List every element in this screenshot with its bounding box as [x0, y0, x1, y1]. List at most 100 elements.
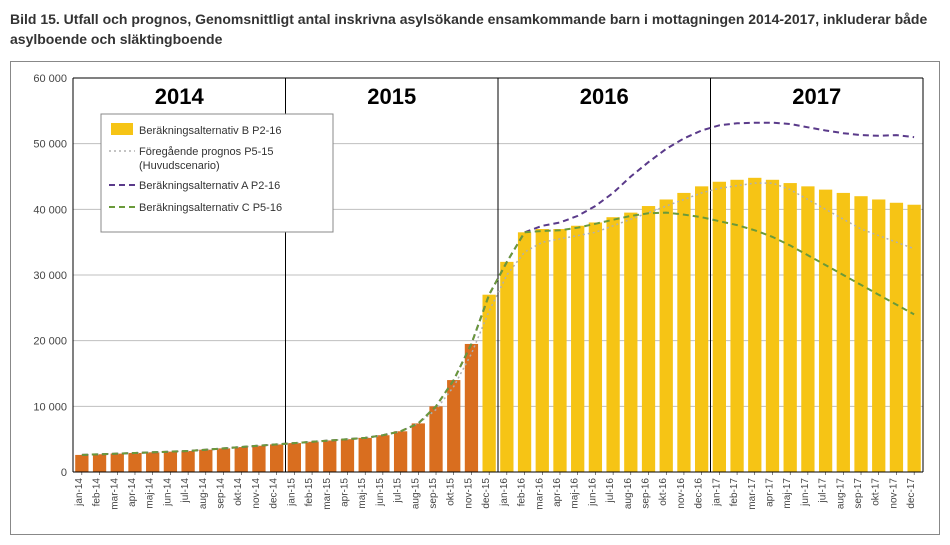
- bar: [784, 183, 797, 472]
- bar: [93, 454, 106, 472]
- legend-label: Beräkningsalternativ C P5-16: [139, 202, 282, 214]
- bar: [199, 450, 212, 472]
- x-tick-label: dec-15: [481, 478, 492, 509]
- legend-label: Föregående prognos P5-15: [139, 146, 274, 158]
- x-tick-label: dec-17: [906, 478, 917, 509]
- bar: [536, 229, 549, 472]
- bar: [412, 424, 425, 473]
- year-label: 2014: [155, 84, 205, 109]
- x-tick-label: feb-15: [304, 478, 315, 507]
- bar: [323, 441, 336, 473]
- bar: [217, 449, 230, 473]
- x-tick-label: maj-15: [357, 478, 368, 509]
- x-tick-label: jan-15: [286, 478, 297, 507]
- bar: [447, 380, 460, 472]
- chart-svg: 0 10 000 20 000 30 000 40 000 50 000 60 000 201…: [19, 70, 931, 530]
- x-tick-label: jun-14: [162, 478, 173, 507]
- year-label: 2017: [792, 84, 841, 109]
- bar: [111, 454, 124, 472]
- y-tick-label: 60 000: [33, 73, 67, 85]
- bar: [270, 445, 283, 473]
- x-tick-label: nov-17: [888, 478, 899, 509]
- x-tick-label: maj-16: [570, 478, 581, 509]
- x-tick-label: okt-16: [658, 478, 669, 506]
- x-tick-label: jun-15: [375, 478, 386, 507]
- bar: [677, 193, 690, 472]
- legend-label: Beräkningsalternativ B P2-16: [139, 125, 281, 137]
- x-tick-label: jan-14: [74, 478, 85, 507]
- bar: [713, 182, 726, 472]
- y-tick-label: 20 000: [33, 336, 67, 348]
- x-tick-label: dec-14: [269, 478, 280, 509]
- x-tick-label: aug-14: [198, 478, 209, 510]
- x-tick-label: feb-16: [517, 478, 528, 507]
- y-tick-label: 10 000: [33, 402, 67, 414]
- bar: [288, 443, 301, 472]
- bar: [766, 180, 779, 472]
- bar: [518, 233, 531, 473]
- bar: [695, 187, 708, 473]
- x-tick-label: apr-16: [552, 478, 563, 507]
- x-tick-label: aug-15: [410, 478, 421, 510]
- bar: [606, 217, 619, 472]
- bar: [624, 213, 637, 472]
- legend-swatch-bar: [111, 123, 133, 135]
- bar: [429, 407, 442, 473]
- bar: [660, 200, 673, 473]
- bar: [553, 229, 566, 472]
- legend-label: (Huvudscenario): [139, 160, 220, 172]
- bar: [801, 187, 814, 473]
- bar: [305, 442, 318, 472]
- bar: [235, 447, 248, 472]
- x-tick-label: mar-15: [322, 478, 333, 510]
- x-tick-label: jun-16: [587, 478, 598, 507]
- x-tick-label: jul-16: [605, 478, 616, 504]
- bar: [146, 452, 159, 472]
- bar: [483, 295, 496, 472]
- x-tick-label: dec-16: [694, 478, 705, 509]
- bar: [252, 446, 265, 472]
- y-tick-label: 50 000: [33, 139, 67, 151]
- x-tick-label: sep-16: [641, 478, 652, 509]
- x-tick-label: jan-17: [711, 478, 722, 507]
- x-tick-label: aug-17: [835, 478, 846, 510]
- x-tick-label: feb-17: [729, 478, 740, 507]
- bar: [394, 431, 407, 472]
- bar: [181, 451, 194, 472]
- x-tick-label: jul-15: [393, 478, 404, 504]
- chart-title: Bild 15. Utfall och prognos, Genomsnittl…: [10, 10, 940, 49]
- y-tick-label: 30 000: [33, 270, 67, 282]
- y-tick-label: 0: [61, 467, 67, 479]
- x-tick-label: aug-16: [623, 478, 634, 510]
- x-tick-label: jul-17: [818, 478, 829, 504]
- x-tick-label: mar-14: [109, 478, 120, 510]
- x-tick-label: apr-14: [127, 478, 138, 507]
- x-tick-label: apr-15: [339, 478, 350, 507]
- x-tick-label: okt-17: [871, 478, 882, 506]
- x-tick-label: nov-14: [251, 478, 262, 509]
- x-tick-label: mar-17: [747, 478, 758, 510]
- x-tick-label: okt-15: [446, 478, 457, 506]
- y-tick-label: 40 000: [33, 205, 67, 217]
- x-tick-label: sep-14: [216, 478, 227, 509]
- x-tick-label: sep-17: [853, 478, 864, 509]
- legend-label: Beräkningsalternativ A P2-16: [139, 180, 280, 192]
- bar: [75, 455, 88, 472]
- bar: [854, 196, 867, 472]
- bar: [872, 200, 885, 473]
- bar: [571, 226, 584, 472]
- bar: [376, 435, 389, 472]
- bar: [908, 205, 921, 472]
- bar: [837, 193, 850, 472]
- bar: [748, 178, 761, 472]
- year-label: 2016: [580, 84, 629, 109]
- x-tick-label: nov-15: [463, 478, 474, 509]
- x-tick-label: feb-14: [92, 478, 103, 507]
- x-tick-label: apr-17: [764, 478, 775, 507]
- bar: [164, 452, 177, 472]
- x-tick-label: jun-17: [800, 478, 811, 507]
- x-tick-label: jul-14: [180, 478, 191, 504]
- bar: [465, 344, 478, 472]
- x-tick-label: maj-17: [782, 478, 793, 509]
- bar: [819, 190, 832, 472]
